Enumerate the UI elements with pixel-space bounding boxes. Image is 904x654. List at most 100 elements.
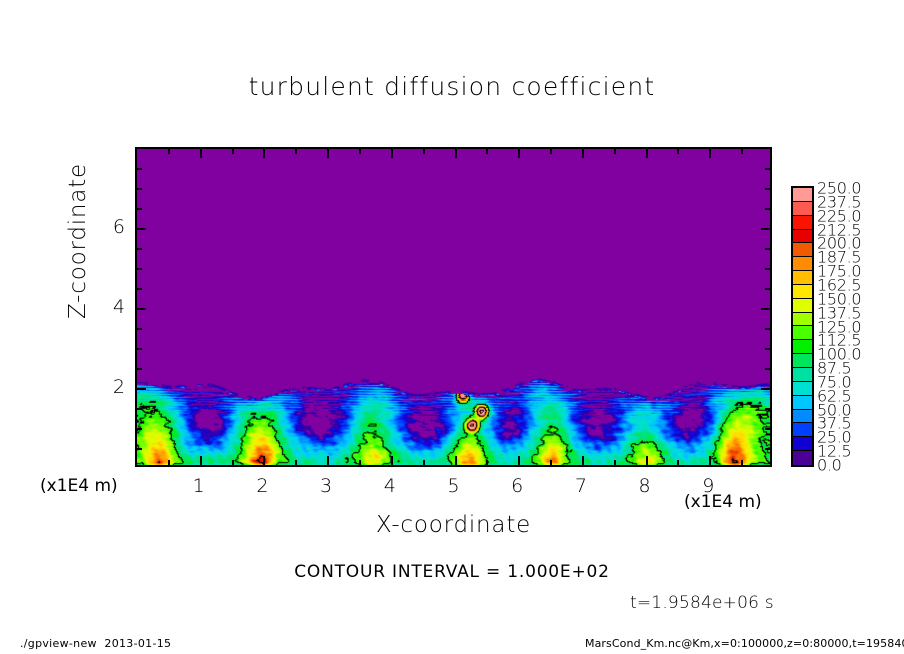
colorbar-band [793, 284, 812, 299]
y-tick [137, 188, 142, 190]
x-tick-top [550, 149, 553, 154]
y-tick [137, 288, 142, 290]
colorbar-band [793, 381, 812, 396]
colorbar-tick-label: 62.5 [817, 386, 852, 406]
x-tick [645, 456, 648, 465]
y-axis-title: Z-coordinate [65, 163, 91, 319]
y-tick-right [765, 208, 770, 210]
y-tick-right [765, 448, 770, 450]
colorbar-tick-label: 162.5 [817, 275, 862, 295]
colorbar-tick-label: 25.0 [817, 427, 852, 447]
y-tick-label: 2 [112, 376, 125, 398]
x-tick-top [263, 149, 266, 158]
colorbar-tick-label: 212.5 [817, 220, 862, 240]
x-tick-top [231, 149, 234, 154]
colorbar-tick-label: 187.5 [817, 247, 862, 267]
colorbar-band [793, 409, 812, 424]
x-tick-top [613, 149, 616, 154]
x-tick-top [486, 149, 489, 154]
y-tick-right [765, 168, 770, 170]
x-tick-top [199, 149, 202, 158]
colorbar-tick-label: 112.5 [817, 330, 862, 350]
x-tick-label: 5 [447, 475, 460, 497]
colorbar-band [793, 188, 812, 202]
colorbar-band [793, 340, 812, 355]
x-tick-top [358, 149, 361, 154]
x-tick-top [709, 149, 712, 158]
page-title: turbulent diffusion coefficient [248, 72, 656, 101]
y-tick [137, 328, 142, 330]
y-tick-right [765, 248, 770, 250]
x-tick-top [422, 149, 425, 154]
x-tick [709, 456, 712, 465]
colorbar-band [793, 243, 812, 258]
colorbar-tick-label: 125.0 [817, 317, 862, 336]
colorbar-band [793, 257, 812, 272]
x-tick-top [327, 149, 330, 158]
colorbar-band [793, 395, 812, 410]
x-axis-unit-right: (x1E4 m) [684, 492, 762, 512]
y-tick [137, 408, 142, 410]
y-tick-right [765, 428, 770, 430]
y-tick-right [765, 328, 770, 330]
contour-plot-area [135, 147, 772, 467]
y-tick-label: 4 [112, 296, 125, 318]
x-tick-label: 3 [320, 475, 333, 497]
y-tick-right [765, 288, 770, 290]
x-tick [295, 460, 298, 465]
x-tick-label: 4 [383, 475, 396, 497]
x-tick-label: 1 [192, 475, 205, 497]
x-tick-top [454, 149, 457, 158]
x-tick [677, 460, 680, 465]
y-tick-right [761, 308, 770, 310]
colorbar-tick-label: 0.0 [817, 455, 842, 475]
x-tick [327, 456, 330, 465]
y-tick [137, 308, 146, 310]
colorbar-tick-label: 200.0 [817, 233, 862, 253]
footer-command-label: ./gpview-new 2013-01-15 [20, 637, 172, 650]
colorbar-tick-label: 87.5 [817, 358, 852, 378]
y-tick-right [761, 388, 770, 390]
y-tick-right [761, 228, 770, 230]
y-tick [137, 168, 142, 170]
y-tick [137, 348, 142, 350]
colorbar-band [793, 437, 812, 452]
x-tick-label: 2 [256, 475, 269, 497]
y-tick [137, 428, 142, 430]
colorbar-tick-label: 150.0 [817, 289, 862, 309]
x-tick-label: 6 [511, 475, 524, 497]
colorbar-band [793, 229, 812, 244]
x-tick [231, 460, 234, 465]
x-tick [518, 456, 521, 465]
y-tick [137, 208, 142, 210]
colorbar-tick-label: 12.5 [817, 441, 852, 461]
colorbar-band [793, 451, 812, 465]
colorbar-band [793, 367, 812, 382]
x-tick [741, 460, 744, 465]
x-tick-label: 9 [702, 475, 715, 497]
colorbar-band [793, 326, 812, 341]
y-tick-right [765, 408, 770, 410]
x-tick [581, 456, 584, 465]
x-tick-top [741, 149, 744, 154]
x-tick [263, 456, 266, 465]
colorbar-tick-label: 137.5 [817, 303, 862, 323]
x-tick [454, 456, 457, 465]
colorbar-band [793, 312, 812, 327]
colorbar-tick-label: 75.0 [817, 372, 852, 392]
x-tick-top [390, 149, 393, 158]
y-tick [137, 268, 142, 270]
colorbar-tick-label: 50.0 [817, 400, 852, 420]
y-tick [137, 228, 146, 230]
x-axis-title: X-coordinate [375, 512, 532, 538]
colorbar-tick-label: 175.0 [817, 261, 862, 281]
colorbar-band [793, 215, 812, 230]
contour-field-canvas [137, 149, 770, 465]
colorbar [791, 186, 814, 467]
colorbar-band [793, 423, 812, 438]
colorbar-tick-label: 250.0 [817, 178, 862, 198]
y-tick-label: 6 [112, 216, 125, 238]
x-tick-top [645, 149, 648, 158]
x-tick [422, 460, 425, 465]
time-label: t=1.9584e+06 s [630, 593, 774, 613]
